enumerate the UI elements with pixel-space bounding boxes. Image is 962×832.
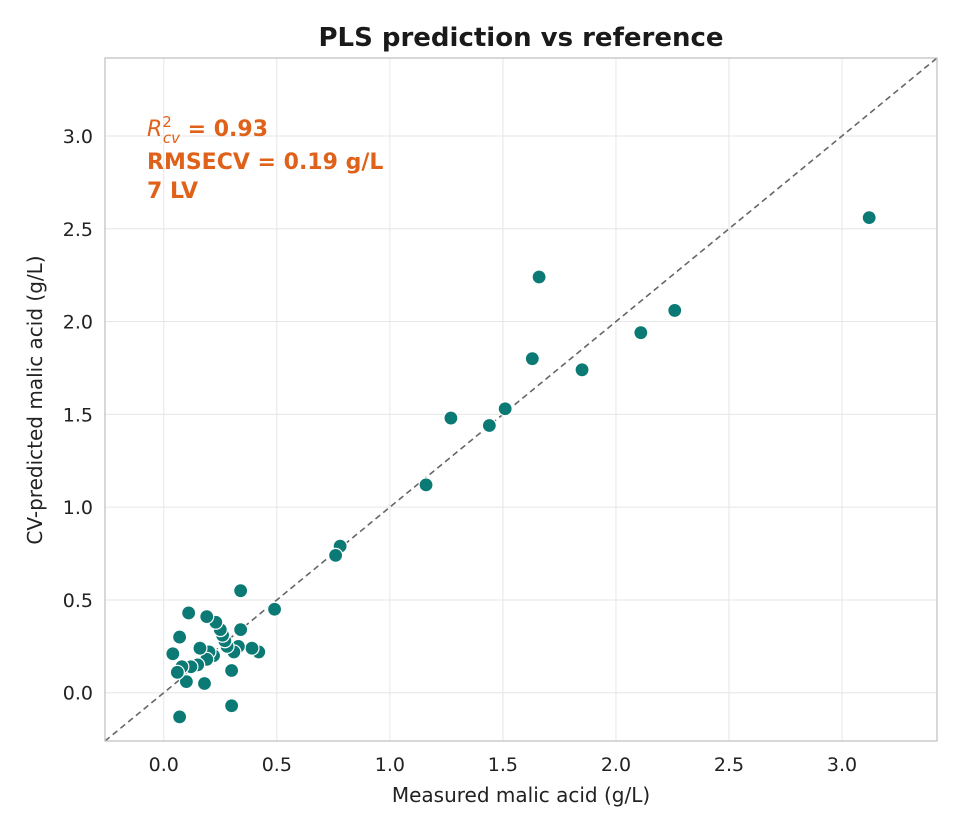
data-point	[244, 640, 260, 656]
data-point	[199, 609, 215, 625]
data-point	[224, 698, 240, 714]
data-point	[481, 417, 497, 434]
data-point	[524, 351, 540, 367]
x-axis-label: Measured malic acid (g/L)	[392, 783, 650, 807]
data-points	[165, 210, 877, 725]
y-tick-label: 2.0	[63, 312, 93, 334]
y-axis-ticks: 0.0 0.5 1.0 1.5 2.0 2.5 3.0	[63, 126, 93, 705]
x-axis-ticks: 0.0 0.5 1.0 1.5 2.0 2.5 3.0	[149, 754, 857, 776]
r2-symbol: R	[147, 117, 162, 142]
data-point	[633, 325, 649, 341]
data-point	[192, 640, 208, 656]
y-tick-label: 1.0	[63, 497, 93, 519]
data-point	[196, 675, 213, 692]
data-point	[233, 622, 249, 638]
lv-annotation: 7 LV	[147, 179, 198, 204]
data-point	[574, 362, 590, 378]
x-tick-label: 3.0	[827, 754, 857, 776]
rmsecv-annotation: RMSECV = 0.19 g/L	[147, 150, 383, 175]
data-point	[169, 664, 185, 680]
x-tick-label: 0.5	[262, 754, 292, 776]
data-point	[667, 302, 683, 319]
data-point	[181, 605, 197, 621]
x-tick-label: 1.5	[488, 754, 518, 776]
data-point	[266, 601, 283, 617]
data-point	[531, 269, 547, 285]
r2-superscript: 2	[162, 113, 172, 131]
data-point	[443, 410, 459, 426]
data-point	[861, 210, 877, 226]
data-point	[178, 674, 194, 690]
data-point	[328, 547, 344, 564]
r2-subscript: cv	[163, 129, 181, 147]
x-tick-label: 1.0	[375, 754, 405, 776]
y-tick-label: 0.0	[63, 683, 93, 705]
stats-annotation: R2 cv = 0.93 RMSECV = 0.19 g/L 7 LV	[147, 113, 383, 204]
r2-annotation: R2 cv = 0.93	[147, 113, 268, 147]
data-point	[165, 646, 181, 662]
y-tick-label: 3.0	[63, 126, 93, 148]
y-tick-label: 2.5	[63, 219, 93, 241]
plot-frame	[104, 57, 938, 742]
y-tick-label: 0.5	[63, 590, 93, 612]
y-axis-label: CV-predicted malic acid (g/L)	[23, 255, 47, 544]
data-point	[233, 583, 249, 599]
y-tick-label: 1.5	[63, 404, 93, 426]
data-point	[172, 709, 188, 725]
x-tick-label: 2.0	[601, 754, 631, 776]
r2-value: = 0.93	[180, 117, 268, 142]
grid	[105, 58, 937, 741]
data-point	[497, 401, 513, 417]
data-point	[224, 662, 240, 679]
data-point	[418, 477, 434, 493]
data-point	[172, 629, 188, 645]
x-tick-label: 2.5	[714, 754, 744, 776]
x-tick-label: 0.0	[149, 754, 179, 776]
chart-title: PLS prediction vs reference	[318, 23, 723, 53]
